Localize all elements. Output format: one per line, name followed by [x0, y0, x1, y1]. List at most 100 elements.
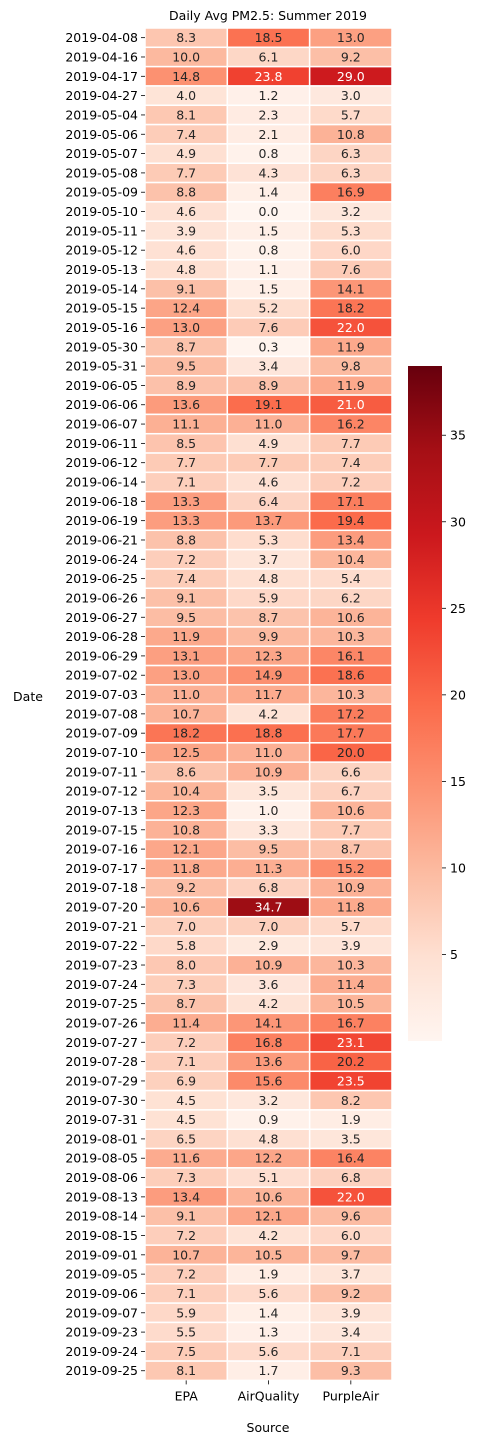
cell-value-label: 3.5	[341, 1131, 361, 1146]
cell-value-label: 6.4	[259, 494, 279, 509]
cell-value-label: 7.1	[176, 475, 196, 490]
cell-value-label: 4.6	[259, 475, 279, 490]
cell-value-label: 10.7	[172, 706, 200, 721]
cell-value-label: 18.8	[255, 726, 283, 741]
cell-value-label: 11.9	[337, 378, 365, 393]
cell-value-label: 16.8	[255, 1035, 283, 1050]
cell-value-label: 11.8	[172, 861, 200, 876]
cell-value-label: 12.4	[172, 301, 200, 316]
cell-value-label: 4.8	[259, 571, 279, 586]
cell-value-label: 7.2	[176, 552, 196, 567]
cell-value-label: 5.6	[259, 1344, 279, 1359]
cell-value-label: 10.5	[255, 1247, 283, 1262]
cell-value-label: 16.2	[337, 417, 365, 432]
cell-value-label: 10.4	[172, 784, 200, 799]
cell-value-label: 8.7	[176, 339, 196, 354]
cell-value-label: 3.2	[341, 204, 361, 219]
date-tick-label: 2019-08-01	[65, 1131, 138, 1146]
cell-value-label: 5.3	[341, 223, 361, 238]
date-tick-label: 2019-06-24	[65, 552, 138, 567]
cell-value-label: 8.8	[176, 532, 196, 547]
cell-value-label: 6.5	[176, 1131, 196, 1146]
date-tick-label: 2019-07-20	[65, 900, 138, 915]
cell-value-label: 7.0	[259, 919, 279, 934]
cell-value-label: 2.3	[259, 107, 279, 122]
cell-value-label: 7.3	[176, 977, 196, 992]
date-tick-label: 2019-05-14	[65, 281, 138, 296]
cell-value-label: 3.5	[259, 784, 279, 799]
cell-value-label: 14.1	[337, 281, 365, 296]
cell-value-label: 22.0	[337, 320, 365, 335]
date-tick-label: 2019-05-16	[65, 320, 138, 335]
cell-value-label: 14.8	[172, 69, 200, 84]
cell-value-label: 9.3	[341, 1363, 361, 1378]
cell-value-label: 11.0	[172, 687, 200, 702]
date-tick-label: 2019-06-25	[65, 571, 138, 586]
date-tick-label: 2019-07-28	[65, 1054, 138, 1069]
cell-value-label: 23.8	[255, 69, 283, 84]
cell-value-label: 8.7	[176, 996, 196, 1011]
cell-value-label: 11.9	[337, 339, 365, 354]
cell-value-label: 7.7	[341, 822, 361, 837]
date-tick-label: 2019-09-06	[65, 1286, 138, 1301]
cell-value-label: 1.5	[259, 223, 279, 238]
cell-value-label: 6.7	[341, 784, 361, 799]
cell-value-label: 7.0	[176, 919, 196, 934]
cell-value-label: 9.7	[341, 1247, 361, 1262]
cell-value-label: 9.1	[176, 281, 196, 296]
cell-value-label: 7.2	[341, 475, 361, 490]
date-tick-label: 2019-06-28	[65, 629, 138, 644]
cell-value-label: 3.9	[341, 1305, 361, 1320]
cell-value-label: 8.7	[341, 842, 361, 857]
cell-value-label: 8.0	[176, 958, 196, 973]
cell-value-label: 9.5	[259, 842, 279, 857]
cell-value-label: 16.4	[337, 1151, 365, 1166]
cell-value-label: 5.5	[176, 1325, 196, 1340]
heatmap-cells: 8.3 18.5 13.0 10.0 6.1 9.2 14.8 23.8 29.0 4.0 1.2 3…	[144, 27, 393, 1382]
cell-value-label: 12.2	[255, 1151, 283, 1166]
cell-value-label: 10.9	[337, 880, 365, 895]
date-tick-label: 2019-07-22	[65, 938, 138, 953]
cell-value-label: 10.6	[337, 610, 365, 625]
cell-value-label: 7.4	[176, 571, 196, 586]
cell-value-label: 10.6	[255, 1189, 283, 1204]
cell-value-label: 4.2	[259, 996, 279, 1011]
date-tick-label: 2019-07-11	[65, 764, 138, 779]
cell-value-label: 6.1	[259, 49, 279, 64]
cell-value-label: 17.7	[337, 726, 365, 741]
date-tick-labels: 2019-04-08 2019-04-16 2019-04-17 2019-04-27…	[65, 30, 145, 1378]
cell-value-label: 1.9	[341, 1112, 361, 1127]
date-tick-label: 2019-05-13	[65, 262, 138, 277]
cell-value-label: 22.0	[337, 1189, 365, 1204]
date-tick-label: 2019-08-05	[65, 1151, 138, 1166]
cell-value-label: 7.2	[176, 1035, 196, 1050]
cell-value-label: 6.8	[259, 880, 279, 895]
cell-value-label: 10.0	[172, 49, 200, 64]
colorbar-tick-label: 5	[450, 947, 458, 962]
cell-value-label: 10.3	[337, 687, 365, 702]
cell-value-label: 0.8	[259, 146, 279, 161]
source-tick-label: AirQuality	[238, 1388, 300, 1403]
colorbar-tick-label: 20	[450, 687, 466, 702]
date-tick-label: 2019-09-25	[65, 1363, 138, 1378]
cell-value-label: 9.2	[176, 880, 196, 895]
cell-value-label: 1.4	[259, 185, 279, 200]
cell-value-label: 8.1	[176, 107, 196, 122]
cell-value-label: 13.4	[172, 1189, 200, 1204]
cell-value-label: 10.3	[337, 629, 365, 644]
cell-value-label: 9.6	[341, 1209, 361, 1224]
cell-value-label: 10.9	[255, 958, 283, 973]
date-tick-label: 2019-06-27	[65, 610, 138, 625]
cell-value-label: 4.6	[176, 204, 196, 219]
cell-value-label: 9.5	[176, 610, 196, 625]
date-tick-label: 2019-07-08	[65, 706, 138, 721]
date-tick-label: 2019-06-26	[65, 590, 138, 605]
cell-value-label: 12.5	[172, 745, 200, 760]
cell-value-label: 1.0	[259, 803, 279, 818]
colorbar-ticks: 5 10 15 20 25 30 35	[442, 428, 466, 962]
cell-value-label: 23.5	[337, 1073, 365, 1088]
cell-value-label: 5.7	[341, 919, 361, 934]
cell-value-label: 8.1	[176, 1363, 196, 1378]
cell-value-label: 5.6	[259, 1286, 279, 1301]
